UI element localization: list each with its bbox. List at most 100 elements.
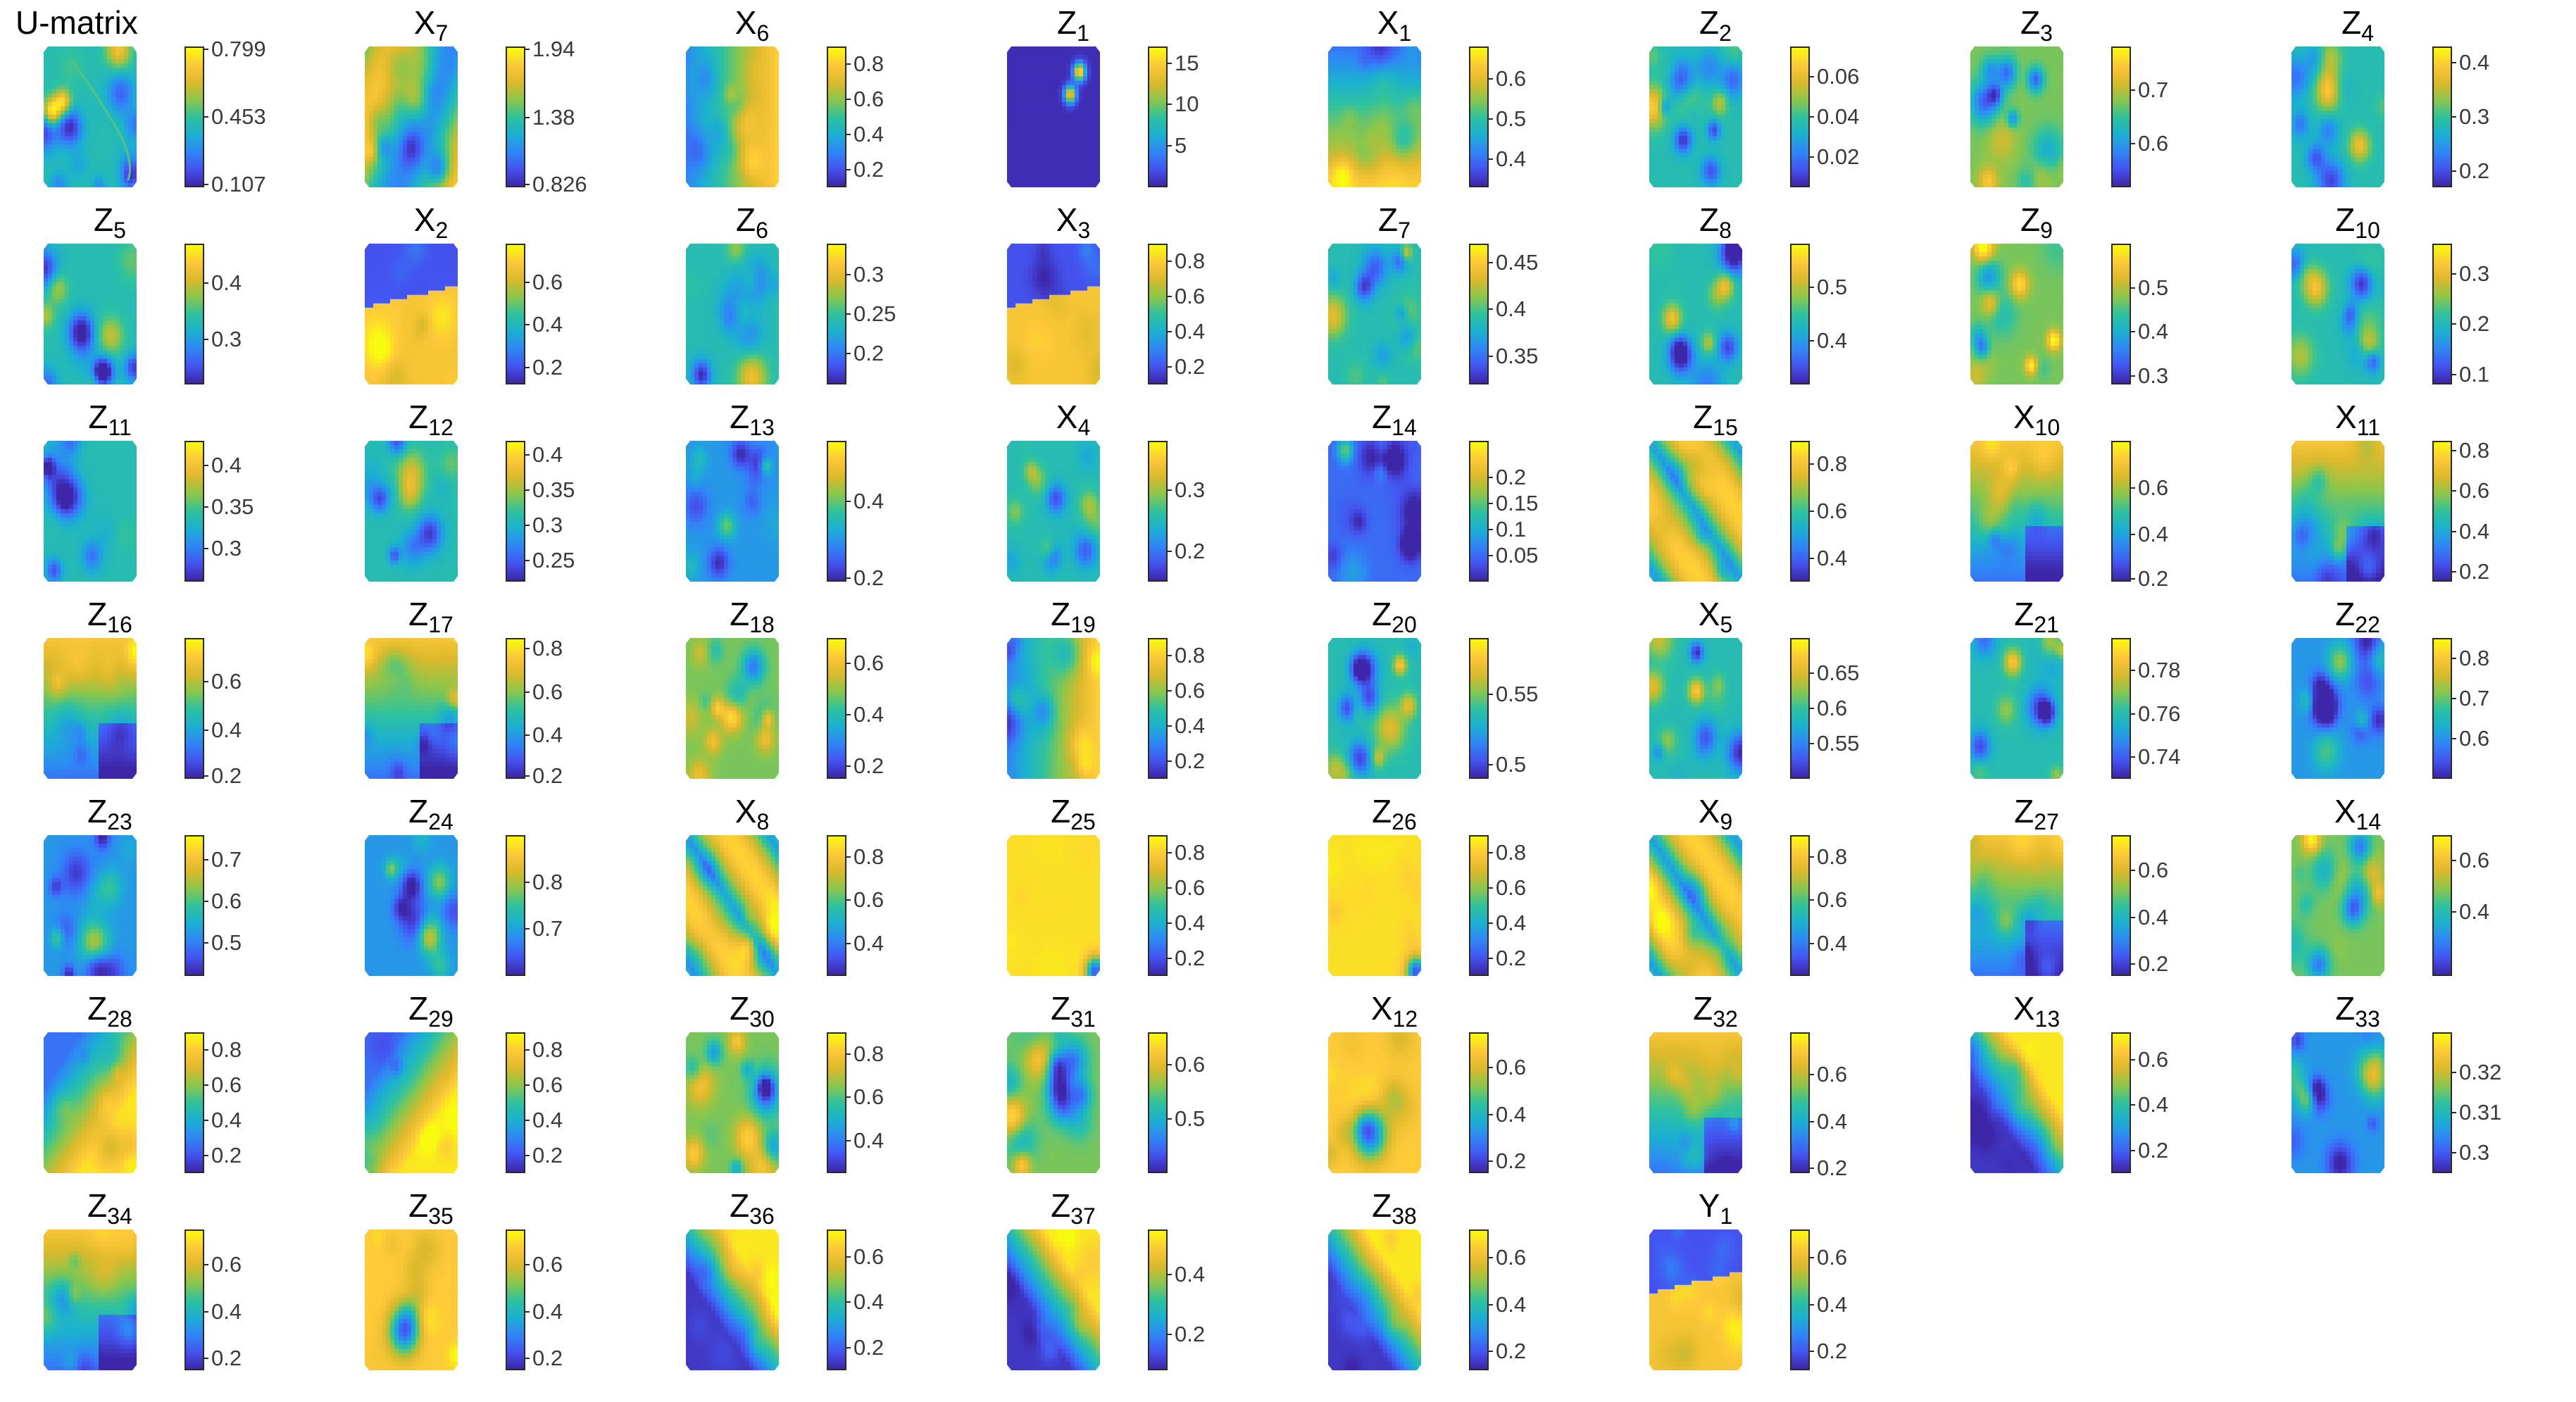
- som-cell: [1349, 161, 1354, 167]
- som-cell: [1341, 89, 1346, 94]
- som-cell: [369, 68, 374, 73]
- som-cell: [1041, 101, 1046, 107]
- som-cell: [1704, 85, 1709, 90]
- som-cell: [1083, 55, 1088, 60]
- som-map-svg: [1328, 46, 1421, 187]
- som-cell: [2055, 59, 2060, 64]
- som-cell: [1366, 153, 1371, 158]
- som-cell: [403, 101, 408, 107]
- som-cell: [2051, 123, 2056, 128]
- som-cell: [94, 119, 99, 124]
- som-cell: [454, 132, 458, 137]
- som-cell: [1721, 114, 1726, 120]
- som-cell: [120, 110, 125, 115]
- som-cell: [437, 51, 442, 56]
- som-cell: [390, 153, 395, 158]
- som-cell: [1058, 114, 1063, 120]
- som-cell: [1683, 85, 1688, 90]
- som-cell: [1666, 127, 1671, 132]
- som-cell: [1704, 46, 1709, 51]
- som-cell: [758, 51, 763, 56]
- som-cell: [390, 114, 395, 120]
- som-cell: [1087, 132, 1092, 137]
- som-cell: [1404, 119, 1409, 124]
- som-cell: [73, 140, 78, 145]
- som-cell: [1417, 153, 1421, 158]
- som-cell: [1379, 127, 1384, 132]
- som-cell: [2000, 76, 2005, 82]
- som-cell: [1383, 51, 1388, 56]
- som-cell: [82, 123, 87, 128]
- som-cell: [1713, 85, 1718, 90]
- colorbar: [185, 46, 204, 187]
- som-cell: [111, 72, 116, 77]
- som-cell: [1683, 110, 1688, 115]
- som-cell: [770, 68, 775, 73]
- som-cell: [720, 55, 725, 60]
- som-cell: [1011, 136, 1016, 141]
- som-cell: [1387, 149, 1392, 154]
- som-cell: [2017, 93, 2022, 99]
- som-cell: [1738, 136, 1742, 141]
- som-cell: [1075, 63, 1080, 68]
- som-cell: [1328, 63, 1333, 68]
- som-cell: [737, 136, 742, 141]
- som-cell: [1337, 93, 1342, 99]
- som-cell: [1087, 72, 1092, 77]
- som-cell: [2008, 101, 2013, 107]
- som-cell: [2004, 97, 2009, 103]
- som-cell: [715, 93, 720, 99]
- som-cell: [2008, 93, 2013, 99]
- som-cell: [686, 85, 691, 90]
- som-cell: [1053, 46, 1058, 51]
- som-cell: [52, 140, 57, 145]
- som-cell: [1075, 153, 1080, 158]
- som-cell: [737, 144, 742, 150]
- som-cell: [1341, 136, 1346, 141]
- som-cell: [2017, 123, 2022, 128]
- som-cell: [1704, 101, 1709, 107]
- som-cell: [1028, 63, 1033, 68]
- som-cell: [1341, 170, 1346, 175]
- som-cell: [1696, 136, 1701, 141]
- som-cell: [1011, 51, 1016, 56]
- som-cell: [1041, 153, 1046, 158]
- som-cell: [415, 127, 420, 132]
- som-cell: [103, 63, 108, 68]
- som-cell: [1696, 110, 1701, 115]
- som-cell: [1353, 76, 1358, 82]
- som-cell: [99, 161, 104, 167]
- som-cell: [1734, 93, 1739, 99]
- som-cell: [1358, 97, 1363, 103]
- som-cell: [377, 127, 382, 132]
- som-cell: [437, 157, 442, 163]
- som-cell: [86, 89, 91, 94]
- som-cell: [1015, 123, 1020, 128]
- som-cell: [1383, 178, 1388, 184]
- som-cell: [1738, 59, 1742, 64]
- som-cell: [449, 76, 454, 82]
- som-cell: [1687, 165, 1692, 171]
- som-cell: [2046, 140, 2051, 145]
- som-cell: [2034, 123, 2039, 128]
- som-cell: [1375, 153, 1380, 158]
- som-cell: [1658, 132, 1663, 137]
- som-cell: [128, 182, 133, 187]
- som-cell: [403, 140, 408, 145]
- som-cell: [758, 132, 763, 137]
- som-cell: [775, 93, 779, 99]
- som-cell: [124, 93, 129, 99]
- som-cell: [1037, 59, 1042, 64]
- som-cell: [1053, 174, 1058, 180]
- som-cell: [1332, 97, 1337, 103]
- som-cell: [1083, 182, 1088, 187]
- som-cell: [2038, 127, 2043, 132]
- som-cell: [1983, 136, 1988, 141]
- som-cell: [115, 119, 120, 124]
- som-cell: [115, 68, 120, 73]
- som-cell: [2000, 97, 2005, 103]
- som-cell: [1683, 165, 1688, 171]
- som-cell: [1349, 101, 1354, 107]
- som-cell: [441, 127, 446, 132]
- som-cell: [1413, 153, 1418, 158]
